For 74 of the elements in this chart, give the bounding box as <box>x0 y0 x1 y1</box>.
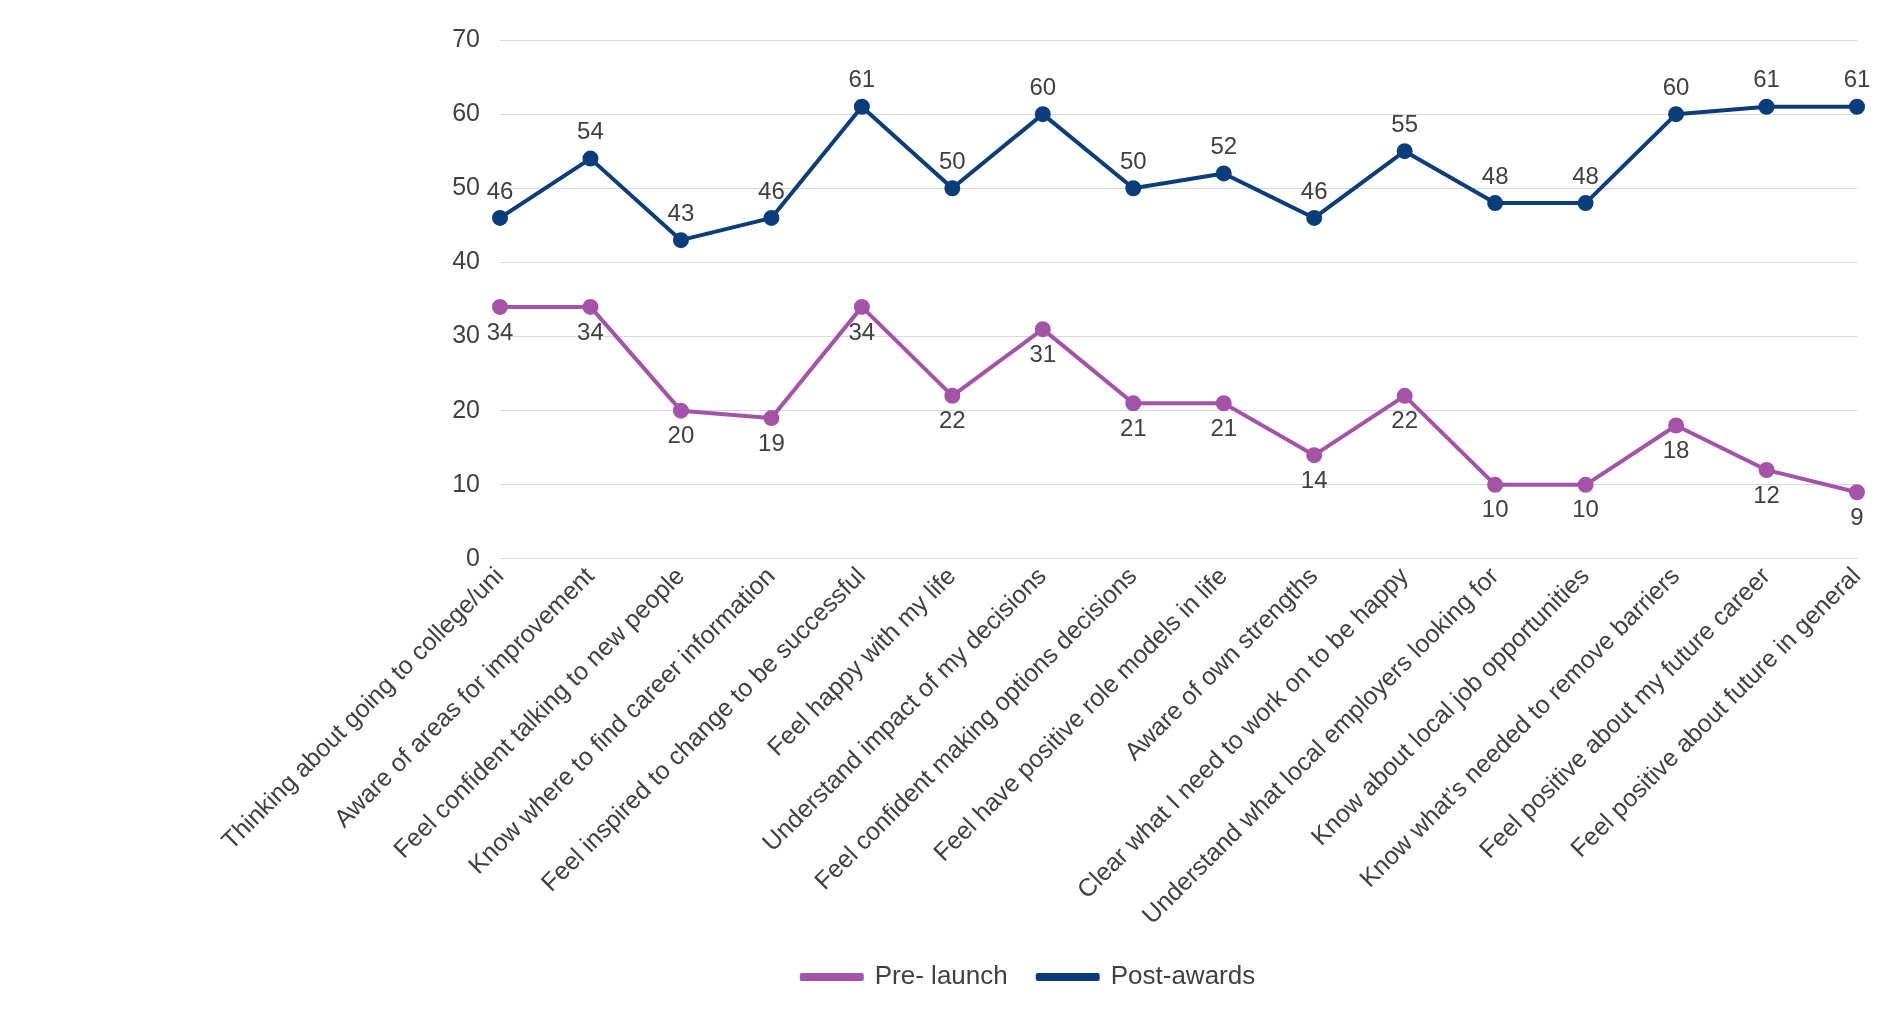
point <box>1125 395 1142 412</box>
data-label: 21 <box>1210 413 1238 441</box>
y-tick-label: 0 <box>466 542 480 571</box>
point <box>1577 195 1594 212</box>
point <box>1668 106 1685 123</box>
data-label: 60 <box>1029 72 1057 100</box>
data-label: 60 <box>1662 72 1690 100</box>
data-label: 50 <box>1119 146 1147 174</box>
data-label: 21 <box>1119 413 1147 441</box>
data-label: 48 <box>1481 161 1509 189</box>
point <box>1396 143 1413 160</box>
y-tick-label: 70 <box>452 23 480 52</box>
data-label: 43 <box>667 198 695 226</box>
data-label: 48 <box>1572 161 1599 189</box>
point <box>763 209 780 226</box>
y-tick-label: 20 <box>452 394 480 423</box>
data-label: 46 <box>486 176 514 204</box>
point <box>582 298 599 315</box>
point <box>853 298 870 315</box>
point <box>1758 461 1775 478</box>
data-label: 22 <box>1391 406 1419 434</box>
legend-label: Post-awards <box>1110 960 1256 991</box>
point <box>672 402 689 419</box>
data-label: 54 <box>577 117 604 145</box>
point <box>1215 165 1232 182</box>
point <box>492 298 508 315</box>
data-label: 10 <box>1481 495 1509 523</box>
point <box>1577 476 1594 493</box>
data-label: 20 <box>667 421 695 449</box>
data-label: 46 <box>1300 176 1328 204</box>
y-tick-label: 10 <box>452 468 480 497</box>
data-label: 22 <box>938 406 966 434</box>
data-label: 9 <box>1850 502 1864 530</box>
legend-label: Pre- launch <box>874 960 1008 991</box>
point <box>1215 395 1232 412</box>
point <box>1306 209 1323 226</box>
point <box>1758 98 1775 115</box>
y-tick-label: 30 <box>452 320 480 349</box>
point <box>1034 321 1051 338</box>
data-label: 10 <box>1572 495 1599 523</box>
data-label: 61 <box>1753 65 1780 93</box>
y-tick-label: 40 <box>452 246 480 275</box>
data-label: 50 <box>938 146 966 174</box>
data-label: 14 <box>1300 465 1328 493</box>
point <box>672 232 689 249</box>
data-label: 19 <box>758 428 785 456</box>
data-label: 55 <box>1391 109 1419 137</box>
data-label: 52 <box>1210 132 1238 160</box>
point <box>582 150 599 167</box>
data-label: 61 <box>1843 65 1871 93</box>
data-label: 31 <box>1029 339 1057 367</box>
data-label: 18 <box>1662 436 1690 464</box>
point <box>944 180 961 197</box>
point <box>1849 484 1865 501</box>
point <box>1849 98 1865 115</box>
point <box>853 98 870 115</box>
point <box>763 410 780 427</box>
point <box>1487 476 1504 493</box>
data-label: 34 <box>848 317 876 345</box>
data-label: 34 <box>577 317 604 345</box>
point <box>1306 447 1323 464</box>
point <box>944 387 961 404</box>
point <box>492 209 508 226</box>
point <box>1125 180 1142 197</box>
y-tick-label: 60 <box>452 98 480 127</box>
data-label: 12 <box>1753 480 1780 508</box>
data-label: 34 <box>486 317 514 345</box>
point <box>1034 106 1051 123</box>
point <box>1396 387 1413 404</box>
point <box>1487 195 1504 212</box>
data-label: 46 <box>758 176 785 204</box>
y-tick-label: 50 <box>452 172 480 201</box>
point <box>1668 417 1685 434</box>
data-label: 61 <box>848 65 876 93</box>
